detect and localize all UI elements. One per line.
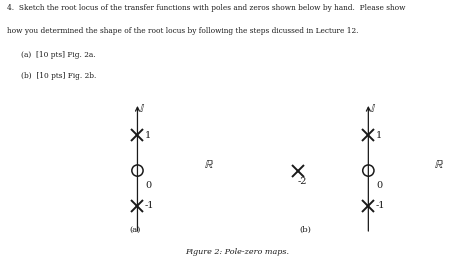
Text: $\mathbb{I}$: $\mathbb{I}$ <box>370 102 376 115</box>
Text: -1: -1 <box>145 201 154 210</box>
Text: (b)  [10 pts] Fig. 2b.: (b) [10 pts] Fig. 2b. <box>21 72 97 80</box>
Text: $\mathbb{I}$: $\mathbb{I}$ <box>139 102 145 115</box>
Text: 0: 0 <box>376 181 382 190</box>
Text: $\mathbb{R}$: $\mathbb{R}$ <box>204 158 214 171</box>
Text: (a): (a) <box>129 226 141 234</box>
Text: (a)  [10 pts] Fig. 2a.: (a) [10 pts] Fig. 2a. <box>21 51 96 59</box>
Text: how you determined the shape of the root locus by following the steps dicussed i: how you determined the shape of the root… <box>7 27 359 35</box>
Text: (b): (b) <box>300 226 312 234</box>
Text: Figure 2: Pole-zero maps.: Figure 2: Pole-zero maps. <box>185 248 289 256</box>
Text: $\mathbb{R}$: $\mathbb{R}$ <box>435 158 445 171</box>
Text: -1: -1 <box>375 201 385 210</box>
Text: 1: 1 <box>145 131 151 140</box>
Text: 1: 1 <box>375 131 382 140</box>
Text: 4.  Sketch the root locus of the transfer functions with poles and zeros shown b: 4. Sketch the root locus of the transfer… <box>7 4 406 12</box>
Text: 0: 0 <box>145 181 151 190</box>
Text: -2: -2 <box>298 177 308 186</box>
